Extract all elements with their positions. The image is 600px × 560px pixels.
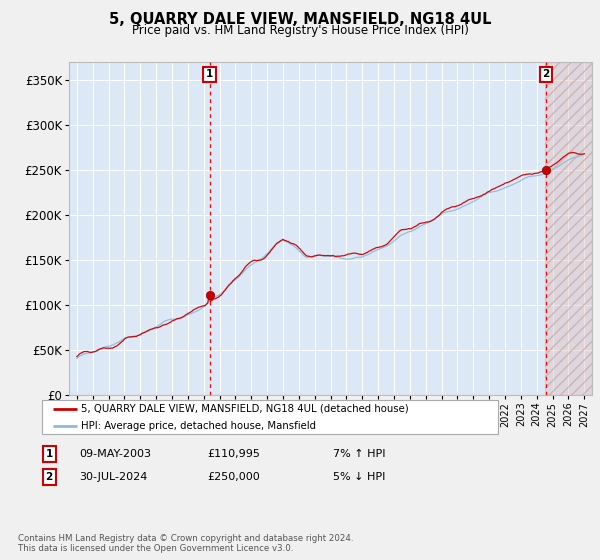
- Text: 5, QUARRY DALE VIEW, MANSFIELD, NG18 4UL: 5, QUARRY DALE VIEW, MANSFIELD, NG18 4UL: [109, 12, 491, 27]
- Bar: [545, 62, 592, 395]
- Text: 7% ↑ HPI: 7% ↑ HPI: [333, 449, 386, 459]
- Bar: [545, 62, 592, 395]
- Text: 5, QUARRY DALE VIEW, MANSFIELD, NG18 4UL (detached house): 5, QUARRY DALE VIEW, MANSFIELD, NG18 4UL…: [81, 404, 409, 414]
- Text: HPI: Average price, detached house, Mansfield: HPI: Average price, detached house, Mans…: [81, 421, 316, 431]
- Text: Price paid vs. HM Land Registry's House Price Index (HPI): Price paid vs. HM Land Registry's House …: [131, 24, 469, 37]
- Text: 2: 2: [46, 472, 53, 482]
- Text: 2: 2: [542, 69, 550, 79]
- Text: Contains HM Land Registry data © Crown copyright and database right 2024.
This d: Contains HM Land Registry data © Crown c…: [18, 534, 353, 553]
- Text: 5% ↓ HPI: 5% ↓ HPI: [333, 472, 385, 482]
- Text: 30-JUL-2024: 30-JUL-2024: [79, 472, 148, 482]
- Text: 1: 1: [46, 449, 53, 459]
- Text: 09-MAY-2003: 09-MAY-2003: [79, 449, 151, 459]
- Text: £250,000: £250,000: [207, 472, 260, 482]
- Text: 1: 1: [206, 69, 213, 79]
- Text: £110,995: £110,995: [207, 449, 260, 459]
